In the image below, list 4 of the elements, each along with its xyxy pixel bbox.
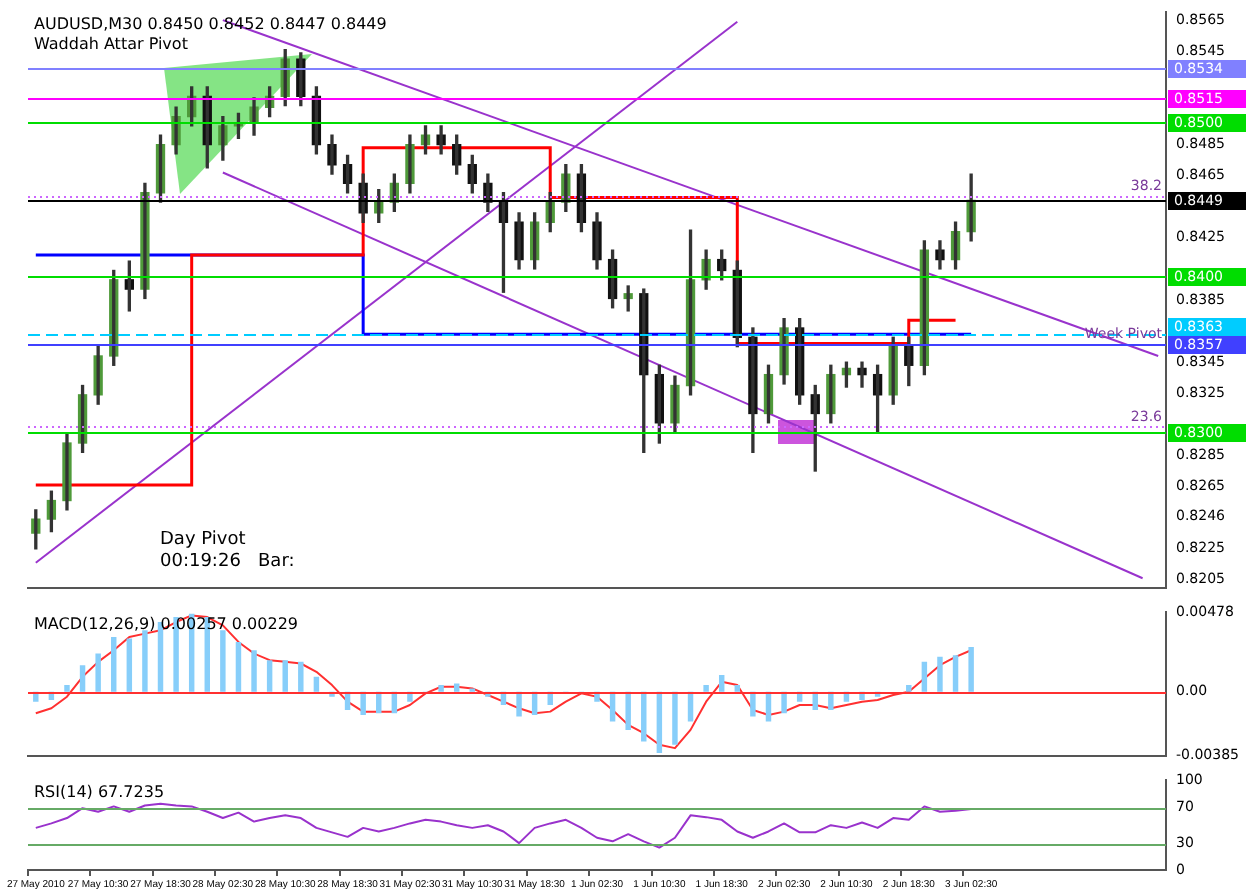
annotation: 00:19:26 Bar:	[160, 552, 295, 573]
annotation: Day Pivot	[160, 530, 247, 551]
text: Waddah Attar Pivot	[34, 34, 188, 53]
chart-title: RSI(14) 67.7235	[34, 782, 165, 801]
